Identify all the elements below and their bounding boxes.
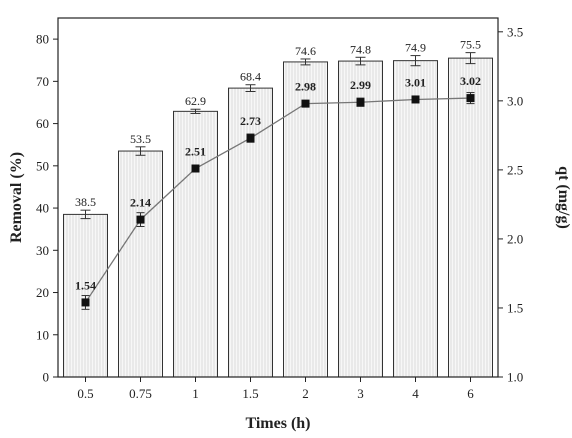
- y2-tick-label-3.0: 3.0: [507, 93, 523, 108]
- y-tick-label-50: 50: [36, 158, 49, 173]
- x-tick-label-0.75: 0.75: [129, 386, 152, 401]
- y-tick-label-40: 40: [36, 201, 49, 216]
- y2-tick-label-3.5: 3.5: [507, 24, 523, 39]
- bar-4: [393, 60, 438, 378]
- bar-label-0.75: 53.5: [130, 132, 151, 146]
- x-tick-label-1.5: 1.5: [242, 386, 258, 401]
- qt-point-6: [466, 94, 475, 103]
- qt-label-6: 3.02: [460, 74, 481, 88]
- y-tick-label-80: 80: [36, 32, 49, 47]
- qt-label-3: 2.99: [350, 78, 371, 92]
- bar-label-4: 74.9: [405, 41, 426, 55]
- x-tick-label-0.5: 0.5: [77, 386, 93, 401]
- qt-label-2: 2.98: [295, 80, 316, 94]
- bar-label-3: 74.8: [350, 42, 371, 56]
- x-axis-title: Times (h): [245, 415, 310, 432]
- y-tick-label-30: 30: [36, 243, 49, 258]
- bar-2: [283, 61, 328, 378]
- y2-tick-label-1.5: 1.5: [507, 300, 523, 315]
- qt-series-line: [84, 97, 471, 303]
- y-tick-label-60: 60: [36, 116, 49, 131]
- x-tick-label-6: 6: [467, 386, 474, 401]
- qt-point-0.5: [81, 298, 90, 307]
- qt-label-0.75: 2.14: [130, 196, 151, 210]
- x-tick-label-1: 1: [192, 386, 199, 401]
- plot-frame: [57, 17, 499, 378]
- qt-point-1: [191, 164, 200, 173]
- qt-label-0.5: 1.54: [75, 278, 96, 292]
- y-axis-title: Removal (%): [8, 152, 25, 243]
- y2-tick-label-1.0: 1.0: [507, 370, 523, 385]
- y2-tick-label-2.0: 2.0: [507, 231, 523, 246]
- bar-0.75: [118, 150, 163, 378]
- qt-label-1.5: 2.73: [240, 114, 261, 128]
- x-tick-label-3: 3: [357, 386, 364, 401]
- y2-axis-title: qt (mg/g): [555, 166, 572, 229]
- bar-1: [173, 110, 218, 378]
- bar-label-6: 75.5: [460, 38, 481, 52]
- x-tick-label-2: 2: [302, 386, 309, 401]
- right-axis: 1.0 1.5 2.0 2.5 3.0 3.5: [498, 24, 523, 385]
- y-tick-label-70: 70: [36, 74, 49, 89]
- bar-label-0.5: 38.5: [75, 195, 96, 209]
- bar-1.5: [228, 87, 273, 378]
- qt-point-1.5: [246, 134, 255, 143]
- bar-label-1: 62.9: [185, 94, 206, 108]
- bar-6: [448, 57, 493, 378]
- y-tick-label-0: 0: [43, 370, 50, 385]
- qt-series-group: 1.54 2.14 2.51 2.73 2.98 2.99 3.01 3.02: [75, 74, 481, 310]
- bar-label-1.5: 68.4: [240, 70, 261, 84]
- qt-point-0.75: [136, 215, 145, 224]
- qt-label-4: 3.01: [405, 75, 426, 89]
- qt-label-1: 2.51: [185, 145, 206, 159]
- qt-point-2: [301, 99, 310, 108]
- y-tick-label-20: 20: [36, 285, 49, 300]
- qt-point-3: [356, 98, 365, 107]
- y-tick-label-10: 10: [36, 327, 49, 342]
- bars-group: 38.5 53.5 62.9 68.4 74.6 74.8 74.9 75.5: [63, 38, 493, 378]
- left-axis: 0 10 20 30 40 50 60 70 80: [36, 32, 58, 385]
- y2-tick-label-2.5: 2.5: [507, 162, 523, 177]
- x-axis: 0.5 0.75 1 1.5 2 3 4 6: [77, 377, 474, 401]
- qt-point-4: [411, 95, 420, 104]
- bar-3: [338, 60, 383, 378]
- x-tick-label-4: 4: [412, 386, 419, 401]
- bar-label-2: 74.6: [295, 44, 316, 58]
